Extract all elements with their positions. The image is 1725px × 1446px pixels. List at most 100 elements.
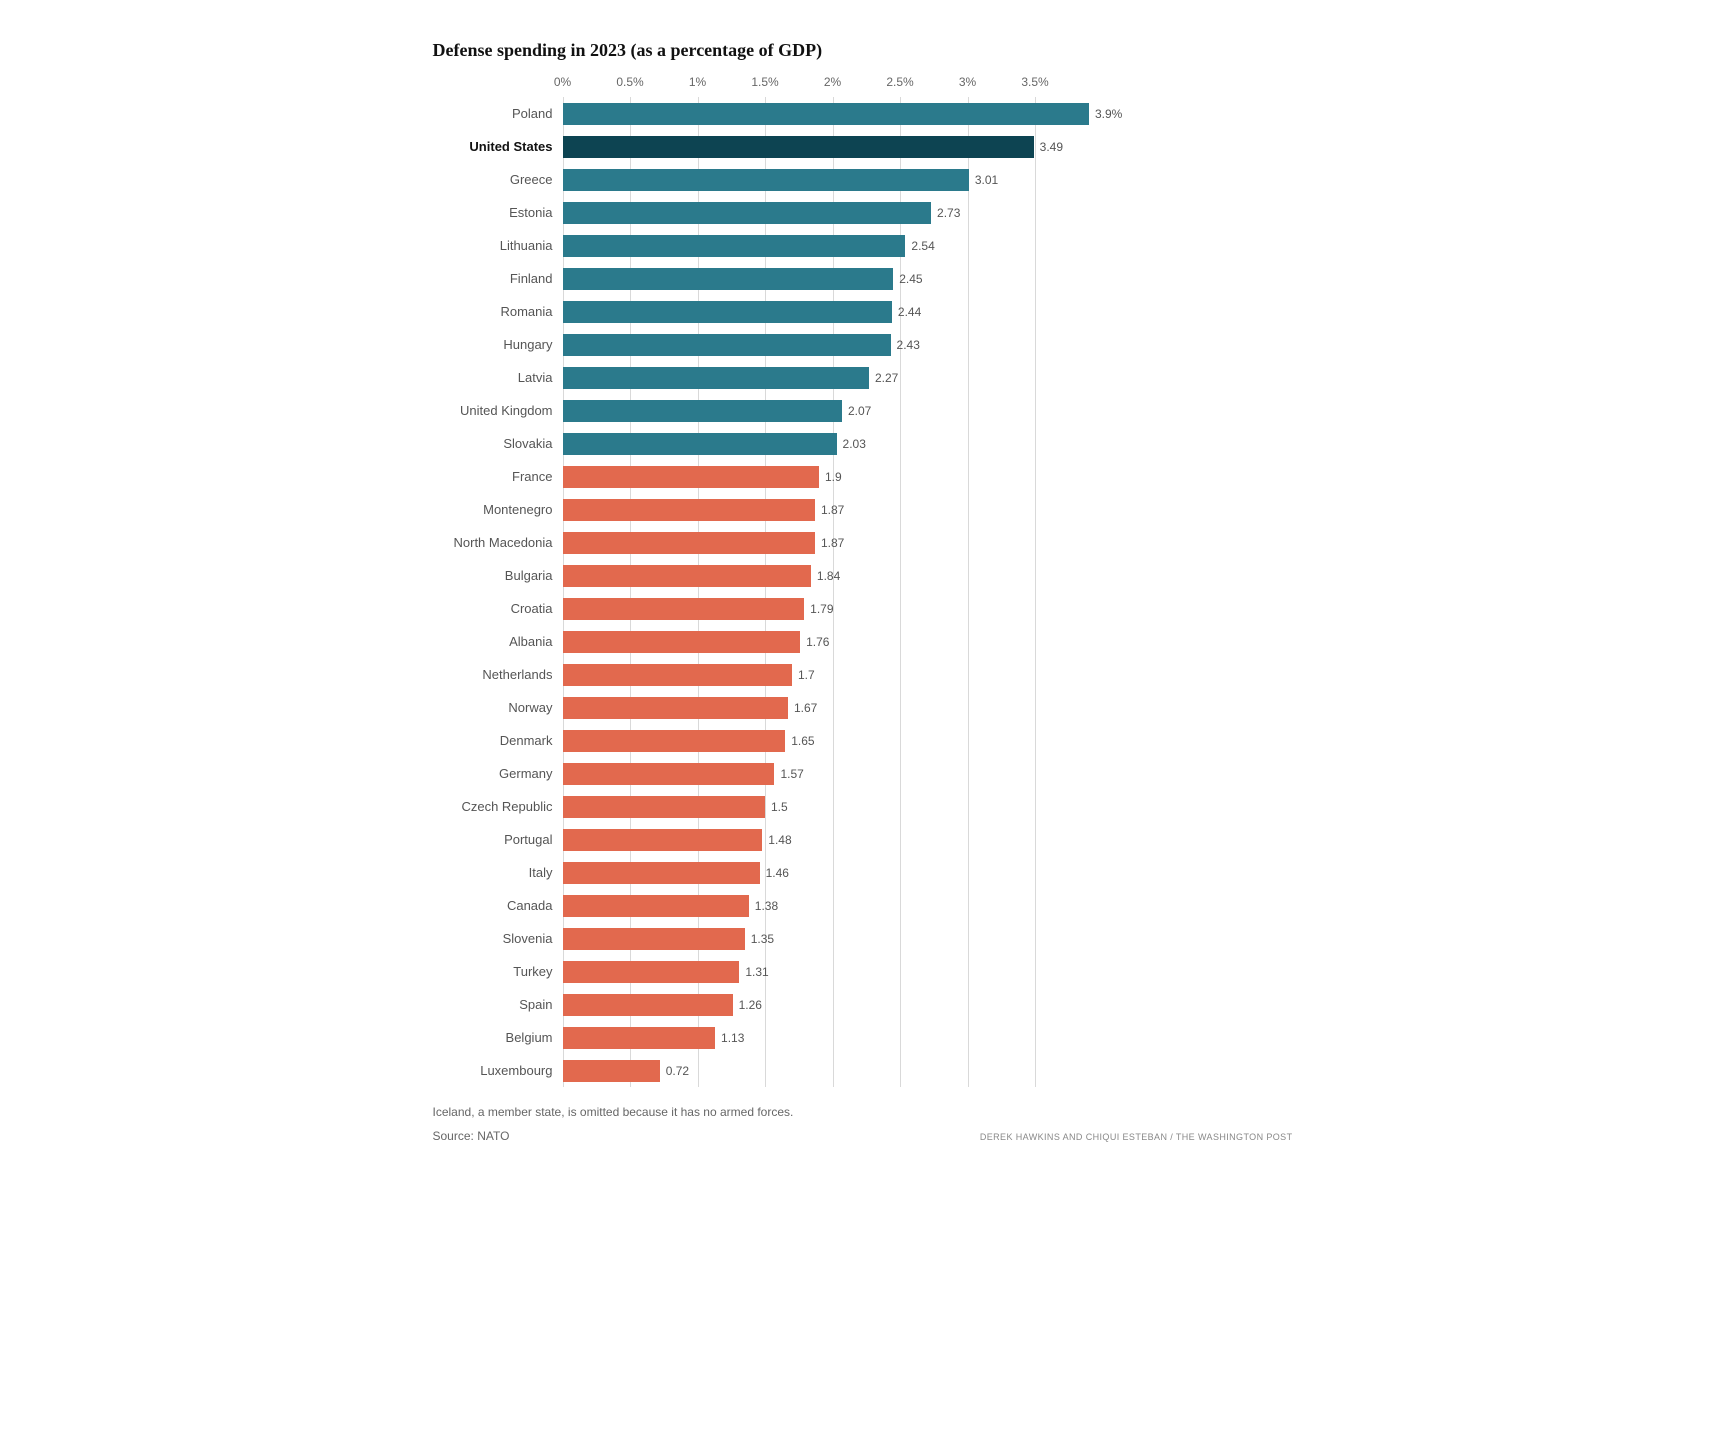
bar-value-label: 1.87 bbox=[815, 503, 844, 517]
bar: 1.13 bbox=[563, 1027, 716, 1049]
bar-row: Norway1.67 bbox=[563, 691, 1103, 724]
country-label: United States bbox=[469, 139, 562, 154]
country-label: Hungary bbox=[503, 337, 562, 352]
bar-value-label: 2.73 bbox=[931, 206, 960, 220]
bar: 1.5 bbox=[563, 796, 766, 818]
bar: 2.43 bbox=[563, 334, 891, 356]
bar-value-label: 1.5 bbox=[765, 800, 788, 814]
country-label: Belgium bbox=[506, 1030, 563, 1045]
country-label: Croatia bbox=[511, 601, 563, 616]
country-label: Denmark bbox=[500, 733, 563, 748]
bar-value-label: 2.45 bbox=[893, 272, 922, 286]
bar-value-label: 1.87 bbox=[815, 536, 844, 550]
country-label: Albania bbox=[509, 634, 562, 649]
x-axis-tick-label: 0.5% bbox=[616, 75, 643, 89]
bar-row: Canada1.38 bbox=[563, 889, 1103, 922]
bar: 2.73 bbox=[563, 202, 932, 224]
bar: 1.38 bbox=[563, 895, 749, 917]
bar-value-label: 1.35 bbox=[745, 932, 774, 946]
bar: 2.03 bbox=[563, 433, 837, 455]
bar-row: Bulgaria1.84 bbox=[563, 559, 1103, 592]
chart-grid: 0%0.5%1%1.5%2%2.5%3%3.5% Poland3.9%Unite… bbox=[433, 75, 1293, 1087]
bar: 1.46 bbox=[563, 862, 760, 884]
bar: 2.45 bbox=[563, 268, 894, 290]
byline: DEREK HAWKINS AND CHIQUI ESTEBAN / THE W… bbox=[980, 1132, 1293, 1142]
country-label: Turkey bbox=[513, 964, 562, 979]
bars-group: Poland3.9%United States3.49Greece3.01Est… bbox=[563, 97, 1103, 1087]
country-label: North Macedonia bbox=[454, 535, 563, 550]
bar-row: Czech Republic1.5 bbox=[563, 790, 1103, 823]
bar-value-label: 2.03 bbox=[837, 437, 866, 451]
footnote: Iceland, a member state, is omitted beca… bbox=[433, 1105, 1293, 1119]
bar-row: Netherlands1.7 bbox=[563, 658, 1103, 691]
country-label: Latvia bbox=[518, 370, 563, 385]
bar: 2.54 bbox=[563, 235, 906, 257]
bar: 1.31 bbox=[563, 961, 740, 983]
bar-row: Montenegro1.87 bbox=[563, 493, 1103, 526]
bar-row: United States3.49 bbox=[563, 130, 1103, 163]
bar-row: France1.9 bbox=[563, 460, 1103, 493]
bar-row: Finland2.45 bbox=[563, 262, 1103, 295]
country-label: Romania bbox=[500, 304, 562, 319]
country-label: Bulgaria bbox=[505, 568, 563, 583]
country-label: Slovakia bbox=[503, 436, 562, 451]
country-label: United Kingdom bbox=[460, 403, 563, 418]
bar-row: United Kingdom2.07 bbox=[563, 394, 1103, 427]
bar: 0.72 bbox=[563, 1060, 660, 1082]
bar: 1.76 bbox=[563, 631, 801, 653]
x-axis-tick-label: 3% bbox=[959, 75, 976, 89]
bar-row: Lithuania2.54 bbox=[563, 229, 1103, 262]
bar-value-label: 1.9 bbox=[819, 470, 842, 484]
bar-value-label: 1.38 bbox=[749, 899, 778, 913]
bar: 2.27 bbox=[563, 367, 869, 389]
bar-row: Greece3.01 bbox=[563, 163, 1103, 196]
bar-value-label: 1.79 bbox=[804, 602, 833, 616]
bar-value-label: 3.01 bbox=[969, 173, 998, 187]
bar-row: Denmark1.65 bbox=[563, 724, 1103, 757]
bar: 3.01 bbox=[563, 169, 969, 191]
x-axis-tick-label: 1.5% bbox=[751, 75, 778, 89]
chart-container: Defense spending in 2023 (as a percentag… bbox=[433, 40, 1293, 1143]
country-label: Lithuania bbox=[500, 238, 563, 253]
country-label: Slovenia bbox=[503, 931, 563, 946]
country-label: Italy bbox=[529, 865, 563, 880]
bar-row: Poland3.9% bbox=[563, 97, 1103, 130]
bar-row: Portugal1.48 bbox=[563, 823, 1103, 856]
bar-row: Croatia1.79 bbox=[563, 592, 1103, 625]
bar: 1.35 bbox=[563, 928, 745, 950]
bar-row: Albania1.76 bbox=[563, 625, 1103, 658]
bar-value-label: 1.31 bbox=[739, 965, 768, 979]
x-axis-tick-label: 3.5% bbox=[1021, 75, 1048, 89]
bar: 1.9 bbox=[563, 466, 820, 488]
bar: 1.57 bbox=[563, 763, 775, 785]
plot-area: Poland3.9%United States3.49Greece3.01Est… bbox=[563, 97, 1103, 1087]
country-label: Canada bbox=[507, 898, 563, 913]
x-axis-tick-label: 2.5% bbox=[886, 75, 913, 89]
bar-row: Spain1.26 bbox=[563, 988, 1103, 1021]
bar: 2.44 bbox=[563, 301, 892, 323]
country-label: Greece bbox=[510, 172, 563, 187]
country-label: France bbox=[512, 469, 562, 484]
bar-value-label: 2.43 bbox=[891, 338, 920, 352]
bar-value-label: 1.76 bbox=[800, 635, 829, 649]
country-label: Estonia bbox=[509, 205, 562, 220]
country-label: Montenegro bbox=[483, 502, 562, 517]
bar-row: Slovenia1.35 bbox=[563, 922, 1103, 955]
bar-value-label: 3.49 bbox=[1034, 140, 1063, 154]
bar-row: Germany1.57 bbox=[563, 757, 1103, 790]
bar: 1.84 bbox=[563, 565, 811, 587]
bar: 3.49 bbox=[563, 136, 1034, 158]
bar-value-label: 2.27 bbox=[869, 371, 898, 385]
country-label: Poland bbox=[512, 106, 562, 121]
bar-value-label: 2.07 bbox=[842, 404, 871, 418]
x-axis-labels: 0%0.5%1%1.5%2%2.5%3%3.5% bbox=[563, 75, 1103, 97]
bar: 1.87 bbox=[563, 499, 815, 521]
bar-row: Romania2.44 bbox=[563, 295, 1103, 328]
bar-value-label: 1.46 bbox=[760, 866, 789, 880]
credits-row: Source: NATO DEREK HAWKINS AND CHIQUI ES… bbox=[433, 1129, 1293, 1143]
bar-value-label: 1.26 bbox=[733, 998, 762, 1012]
bar-row: Latvia2.27 bbox=[563, 361, 1103, 394]
country-label: Portugal bbox=[504, 832, 562, 847]
x-axis-tick-label: 1% bbox=[689, 75, 706, 89]
x-axis-tick-label: 2% bbox=[824, 75, 841, 89]
